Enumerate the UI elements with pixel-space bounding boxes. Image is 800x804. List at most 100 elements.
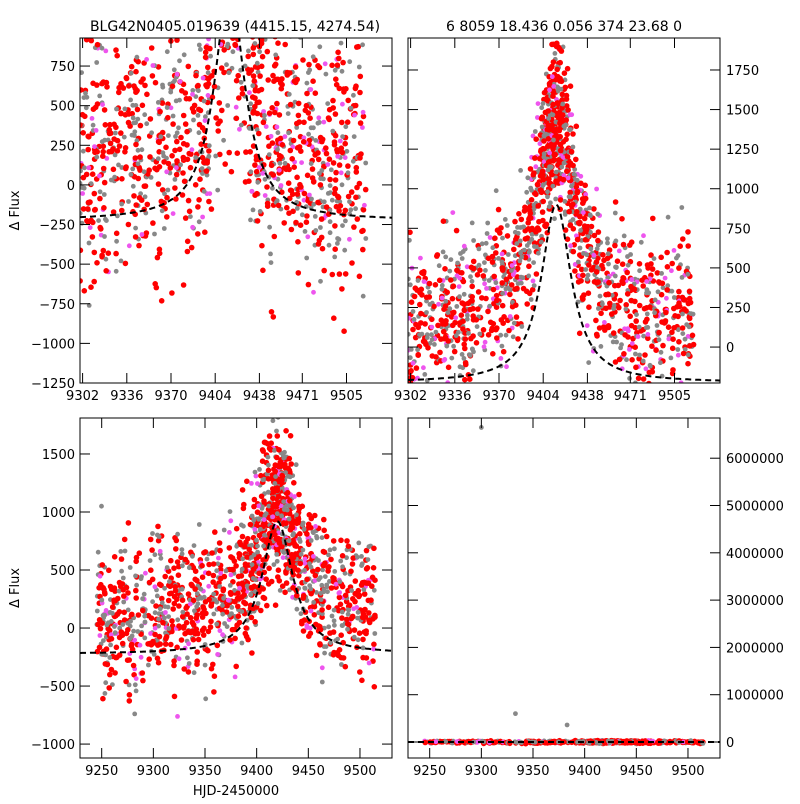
data-point: [205, 557, 210, 562]
data-point: [337, 271, 343, 277]
data-point: [652, 310, 657, 315]
data-point: [250, 83, 255, 88]
data-point: [295, 206, 300, 211]
data-point: [125, 621, 130, 626]
data-point: [583, 196, 589, 202]
data-point: [101, 144, 107, 150]
data-point: [482, 344, 487, 349]
data-point: [462, 244, 467, 249]
data-point: [148, 558, 153, 563]
data-point: [112, 175, 117, 180]
data-point: [441, 329, 447, 335]
data-point: [666, 324, 672, 330]
data-point: [468, 336, 474, 342]
data-point: [523, 236, 529, 242]
data-point: [273, 462, 279, 468]
data-point: [263, 193, 268, 198]
data-point: [440, 296, 445, 301]
data-point: [183, 215, 189, 221]
data-point: [215, 128, 221, 134]
data-point: [256, 504, 261, 509]
data-point: [663, 276, 668, 281]
data-point: [265, 49, 271, 55]
data-point: [311, 54, 316, 59]
data-point: [298, 539, 303, 544]
data-point: [300, 595, 306, 601]
data-point: [551, 59, 557, 65]
data-point: [545, 143, 551, 149]
data-point: [193, 73, 199, 79]
data-point: [280, 142, 286, 148]
data-point: [468, 353, 473, 358]
data-point: [511, 247, 517, 253]
data-point: [471, 238, 476, 243]
data-point: [583, 267, 588, 272]
data-point: [569, 184, 574, 189]
data-point: [584, 226, 590, 232]
data-point: [213, 115, 219, 121]
y-tick-label: 750: [726, 222, 751, 237]
data-point: [539, 105, 544, 110]
data-point: [648, 364, 653, 369]
data-point: [285, 466, 291, 472]
data-point: [252, 527, 257, 532]
data-point: [302, 617, 308, 623]
data-point: [94, 155, 99, 160]
data-point: [94, 149, 100, 155]
data-point: [296, 492, 302, 498]
data-point: [265, 201, 271, 207]
data-point: [174, 165, 179, 170]
data-point: [144, 92, 150, 98]
data-point: [212, 529, 218, 535]
data-point: [565, 66, 571, 72]
data-point: [304, 623, 309, 628]
data-point: [527, 250, 532, 255]
data-point: [294, 462, 299, 467]
data-point: [692, 392, 697, 397]
data-point: [644, 325, 649, 330]
data-point: [499, 280, 505, 286]
data-point: [213, 154, 218, 159]
data-point: [190, 147, 195, 152]
data-point: [83, 91, 88, 96]
data-point: [241, 502, 247, 508]
data-point: [78, 87, 84, 93]
data-point: [516, 231, 521, 236]
data-point: [606, 280, 612, 286]
data-point: [239, 0, 244, 1]
data-point: [249, 570, 255, 576]
data-point: [302, 586, 307, 591]
data-point: [119, 556, 125, 562]
data-point: [99, 504, 104, 509]
data-point: [165, 49, 170, 54]
data-point: [360, 247, 366, 253]
data-point: [215, 652, 220, 657]
data-point: [243, 625, 249, 631]
x-tick-label: 9505: [330, 389, 363, 404]
data-point: [120, 641, 126, 647]
y-tick-label: 250: [726, 301, 751, 316]
data-point: [549, 5, 555, 11]
data-point: [250, 189, 255, 194]
data-point: [317, 65, 323, 71]
data-point: [294, 175, 300, 181]
data-point: [267, 152, 272, 157]
data-point: [548, 200, 553, 205]
data-point: [254, 538, 259, 543]
data-point: [475, 324, 480, 329]
data-point: [219, 65, 225, 71]
data-point: [340, 69, 345, 74]
data-point: [306, 62, 312, 68]
data-point: [357, 630, 363, 636]
data-point: [605, 291, 611, 297]
data-point: [105, 662, 111, 668]
data-point: [344, 617, 350, 623]
data-point: [149, 130, 154, 135]
data-point: [243, 601, 249, 607]
data-point: [225, 103, 230, 108]
data-point: [109, 667, 115, 673]
data-point: [98, 574, 103, 579]
data-point: [246, 49, 251, 54]
data-point: [352, 113, 357, 118]
data-point: [321, 120, 326, 125]
